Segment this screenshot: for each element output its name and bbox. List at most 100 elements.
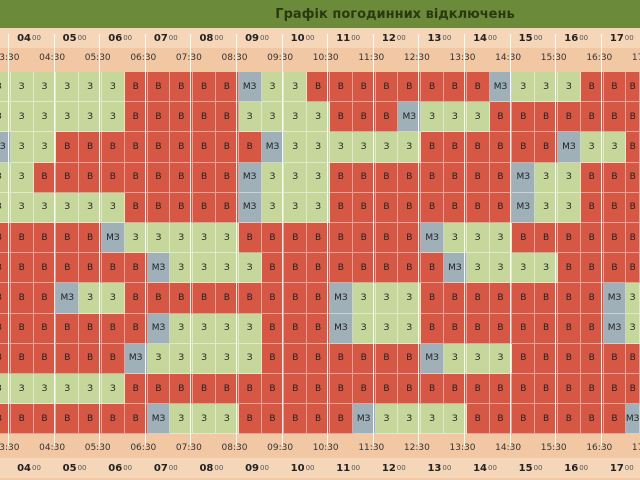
schedule-cell: З [170,223,194,254]
schedule-cell: В [603,162,627,193]
schedule-cell: МЗ [626,404,640,435]
top-hour-label: 13 00 [427,32,452,44]
schedule-cell: В [330,374,353,405]
bottom-hour-label: 17 00 [609,462,634,474]
schedule-cell: В [489,162,513,193]
hour-divider [600,34,602,446]
schedule-cell: З [0,162,11,193]
schedule-cell: В [261,374,285,405]
schedule-cell: В [124,404,148,435]
schedule-cell: В [603,192,627,223]
schedule-cell: В [216,192,239,223]
schedule-cell: В [512,343,536,374]
schedule-cell: З [444,223,467,254]
schedule-cell: В [330,72,353,103]
schedule-cell: В [535,404,558,435]
schedule-cell: З [10,192,34,223]
schedule-cell: В [102,253,125,284]
half-hours-header-bottom: 03:30 04:30 05:30 06:30 07:30 08:30 09:30 10:30… [0,440,640,456]
schedule-cell: В [193,374,216,405]
schedule-cell: З [56,374,80,405]
schedule-cell: В [102,343,125,374]
bottom-hour-label: 14 00 [473,462,497,474]
schedule-cell: В [375,72,399,103]
schedule-cell: В [330,223,353,254]
bottom-hour-label: 06 00 [108,462,133,474]
schedule-cell: МЗ [261,132,285,163]
top-half-hour-label: 04:30 [39,53,66,63]
schedule-cell: З [170,343,194,374]
top-half-hour-label: 17:30 [631,53,640,63]
top-half-hour-label: 15:30 [540,53,567,63]
schedule-cell: В [170,162,194,193]
bottom-half-hour-label: 04:30 [39,443,66,453]
top-hour-label: 04 00 [17,32,41,44]
schedule-cell: З [79,374,102,405]
schedule-cell: В [79,223,102,254]
schedule-cell: З [238,313,262,344]
schedule-cell: В [489,102,513,133]
hour-divider [418,34,420,446]
schedule-cell: З [466,343,490,374]
schedule-cell: В [535,132,558,163]
schedule-cell: В [147,102,171,133]
schedule-cell: З [284,132,308,163]
schedule-cell: В [0,223,11,254]
schedule-cell: В [512,223,536,254]
schedule-cell: В [238,283,262,314]
hour-divider [99,34,101,446]
schedule-cell: З [56,192,80,223]
schedule-cell: В [147,162,171,193]
schedule-cell: В [330,162,353,193]
schedule-cell: В [580,283,604,314]
schedule-cell: В [56,162,80,193]
schedule-cell: В [56,343,80,374]
schedule-cell: В [626,253,640,284]
top-hour-label: 06 00 [108,32,133,44]
schedule-cell: МЗ [489,72,513,103]
schedule-cell: З [216,223,239,254]
schedule-cell: В [33,343,57,374]
schedule-cell: В [79,132,102,163]
bottom-hour-label: 04 00 [17,462,41,474]
schedule-cell: В [79,253,102,284]
schedule-cell: В [580,313,604,344]
schedule-cell: З [193,313,216,344]
schedule-cell: В [466,192,490,223]
schedule-cell: В [489,313,513,344]
schedule-cell: В [398,72,422,103]
schedule-cell: В [512,313,536,344]
schedule-cell: В [626,162,640,193]
schedule-cell: В [147,283,171,314]
schedule-cell: МЗ [558,132,581,163]
schedule-cell: В [238,374,262,405]
schedule-cell: В [512,132,536,163]
schedule-cell: В [580,72,604,103]
schedule-cell: В [398,253,422,284]
schedule-cell: В [102,162,125,193]
top-hour-label: 05 00 [62,32,87,44]
schedule-cell: З [79,72,102,103]
schedule-cell: В [489,132,513,163]
schedule-cell: В [216,283,239,314]
schedule-cell: В [307,283,330,314]
schedule-cell: В [558,102,581,133]
schedule-cell: В [466,404,490,435]
schedule-cell: В [489,404,513,435]
schedule-cell: В [421,192,444,223]
schedule-cell: В [580,162,604,193]
schedule-cell: В [284,253,308,284]
schedule-cell: В [261,343,285,374]
schedule-cell: З [398,404,422,435]
hour-divider [190,34,192,446]
schedule-cell: В [0,313,11,344]
top-half-hour-label: 03:30 [0,53,20,63]
schedule-cell: В [352,162,376,193]
schedule-cell: В [261,283,285,314]
schedule-cell: В [216,374,239,405]
schedule-cell: МЗ [398,102,422,133]
top-half-hour-label: 09:30 [267,53,294,63]
schedule-cell: З [375,313,399,344]
schedule-cell: МЗ [603,313,627,344]
top-half-hour-label: 08:30 [221,53,248,63]
